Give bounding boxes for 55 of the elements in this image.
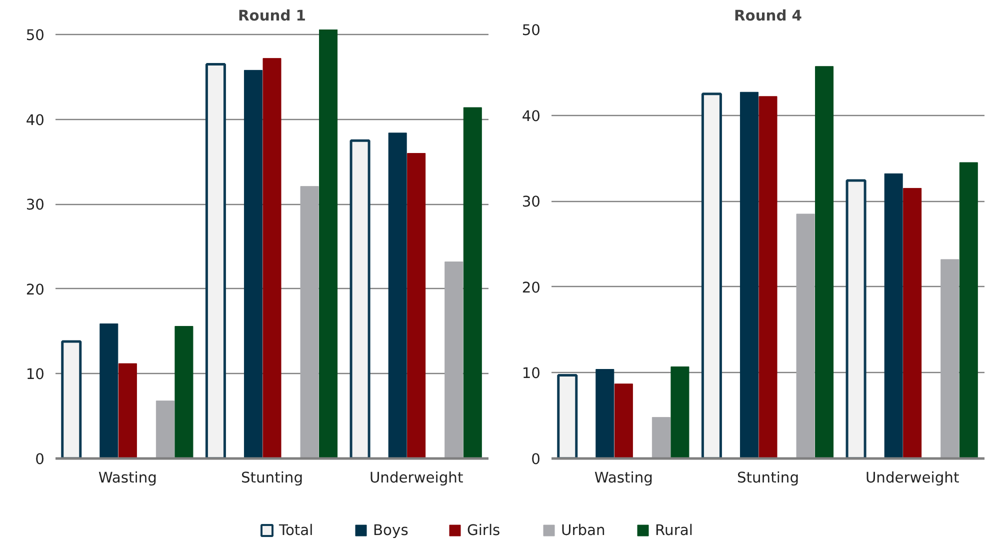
bar [118, 363, 137, 458]
y-tick-label: 10 [522, 365, 541, 382]
bar [884, 173, 903, 458]
bar [815, 66, 834, 458]
bar [205, 63, 226, 458]
bar [701, 92, 722, 458]
bar [940, 259, 960, 458]
bar [174, 326, 194, 458]
bar [262, 58, 282, 458]
bar [244, 70, 262, 458]
x-tick-label: Wasting [594, 470, 653, 486]
bar [796, 214, 815, 458]
x-tick-label: Underweight [369, 470, 464, 486]
bar [388, 132, 407, 458]
y-tick-label: 40 [522, 108, 541, 125]
y-tick-label: 50 [26, 27, 45, 44]
bar [670, 366, 690, 458]
bar [614, 384, 633, 458]
chart-title: Round 1 [238, 8, 306, 24]
x-tick-label: Stunting [736, 470, 800, 486]
bar [596, 369, 614, 458]
legend-label: Rural [655, 522, 693, 539]
bar [652, 417, 670, 458]
bar [444, 262, 464, 458]
bar [846, 179, 866, 458]
legend-label: Total [278, 522, 314, 539]
bar [407, 153, 426, 458]
bar [557, 374, 578, 458]
y-tick-label: 30 [26, 196, 45, 214]
y-tick-label: 50 [522, 22, 541, 39]
y-tick-label: 40 [26, 112, 45, 129]
bar [740, 92, 758, 458]
bar [319, 30, 338, 458]
y-tick-label: 0 [35, 451, 45, 468]
bar [156, 400, 174, 458]
bar [350, 139, 370, 458]
chart-title: Round 4 [734, 8, 802, 24]
x-tick-label: Underweight [865, 470, 960, 486]
bar [463, 107, 482, 458]
y-tick-label: 10 [26, 366, 45, 384]
y-tick-label: 30 [522, 194, 541, 211]
y-tick-label: 0 [531, 451, 541, 468]
y-tick-label: 20 [26, 281, 45, 298]
legend-label: Boys [373, 522, 408, 539]
y-tick-label: 20 [522, 279, 541, 296]
x-tick-label: Stunting [240, 470, 304, 486]
x-tick-label: Wasting [98, 470, 157, 486]
bar [959, 162, 978, 458]
bar [61, 340, 82, 458]
bar [758, 96, 778, 458]
legend-label: Girls [467, 522, 500, 539]
bar [903, 188, 922, 458]
bar [100, 323, 118, 458]
bar [300, 186, 319, 458]
legend-label: Urban [561, 522, 606, 539]
